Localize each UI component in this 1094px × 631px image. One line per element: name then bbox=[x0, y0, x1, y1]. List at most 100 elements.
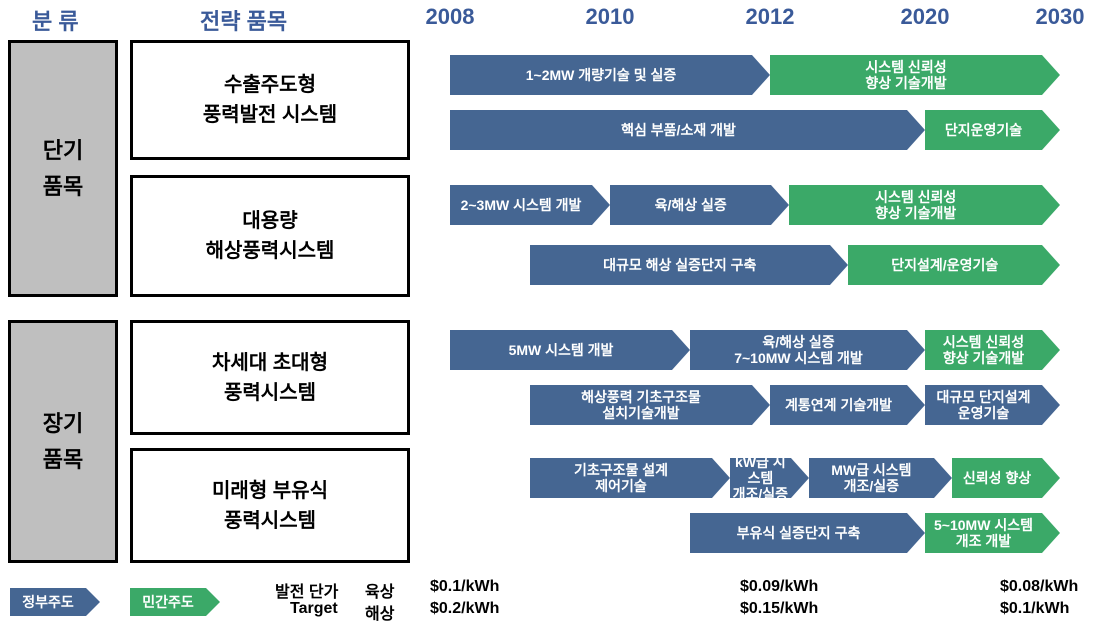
roadmap-arrow-body: kW급 시스템 개조/실증 bbox=[730, 458, 791, 498]
roadmap-arrow-label: 1~2MW 개량기술 및 실증 bbox=[526, 67, 676, 83]
price-cell: $0.2/kWh bbox=[430, 600, 499, 618]
roadmap-arrow: 육/해상 실증 7~10MW 시스템 개발 bbox=[690, 330, 925, 370]
roadmap-arrow-label: 단지운영기술 bbox=[945, 122, 1022, 138]
arrow-head-icon bbox=[1042, 55, 1060, 95]
roadmap-arrow-label: 부유식 실증단지 구축 bbox=[737, 525, 861, 541]
strategy-box: 미래형 부유식 풍력시스템 bbox=[130, 448, 410, 563]
price-cell: $0.08/kWh bbox=[1000, 578, 1078, 596]
arrow-head-icon bbox=[907, 385, 925, 425]
target-row-label: Target bbox=[290, 600, 338, 618]
roadmap-arrow: 시스템 신뢰성 향상 기술개발 bbox=[925, 330, 1060, 370]
roadmap-arrow: 핵심 부품/소재 개발 bbox=[450, 110, 925, 150]
price-row-label: 발전 단가 bbox=[275, 578, 338, 602]
roadmap-arrow-label: 신뢰성 향상 bbox=[963, 470, 1031, 486]
roadmap-arrow: 육/해상 실증 bbox=[610, 185, 789, 225]
roadmap-arrow-body: MW급 시스템 개조/실증 bbox=[809, 458, 934, 498]
legend-arrow-gov: 정부주도 bbox=[10, 588, 100, 616]
roadmap-arrow-label: 시스템 신뢰성 향상 기술개발 bbox=[865, 59, 946, 91]
roadmap-arrow-label: 해상풍력 기초구조물 설치기술개발 bbox=[581, 389, 701, 421]
legend-arrow-body: 민간주도 bbox=[130, 588, 206, 616]
roadmap-arrow: kW급 시스템 개조/실증 bbox=[730, 458, 809, 498]
strategy-box: 수출주도형 풍력발전 시스템 bbox=[130, 40, 410, 160]
arrow-head-icon bbox=[752, 55, 770, 95]
category-label: 단기 품목 bbox=[43, 133, 83, 203]
strategy-label: 대용량 해상풍력시스템 bbox=[206, 206, 335, 266]
roadmap-arrow-label: 기초구조물 설계 제어기술 bbox=[574, 462, 668, 494]
roadmap-arrow: 2~3MW 시스템 개발 bbox=[450, 185, 610, 225]
category-box: 장기 품목 bbox=[8, 320, 118, 563]
roadmap-arrow-body: 시스템 신뢰성 향상 기술개발 bbox=[770, 55, 1042, 95]
roadmap-arrow: 5MW 시스템 개발 bbox=[450, 330, 690, 370]
roadmap-arrow-body: 기초구조물 설계 제어기술 bbox=[530, 458, 712, 498]
arrow-head-icon bbox=[672, 330, 690, 370]
roadmap-arrow-label: kW급 시스템 개조/실증 bbox=[730, 458, 791, 498]
arrow-head-icon bbox=[907, 110, 925, 150]
roadmap-arrow-label: 시스템 신뢰성 향상 기술개발 bbox=[875, 189, 956, 221]
price-cell: $0.09/kWh bbox=[740, 578, 818, 596]
timeline-year: 2030 bbox=[1036, 4, 1085, 30]
category-label: 장기 품목 bbox=[43, 406, 83, 476]
timeline-year: 2010 bbox=[586, 4, 635, 30]
roadmap-arrow-body: 시스템 신뢰성 향상 기술개발 bbox=[789, 185, 1042, 225]
header-category: 분 류 bbox=[32, 4, 79, 36]
roadmap-arrow: 5~10MW 시스템 개조 개발 bbox=[925, 513, 1060, 553]
roadmap-arrow: 해상풍력 기초구조물 설치기술개발 bbox=[530, 385, 770, 425]
roadmap-arrow-body: 5MW 시스템 개발 bbox=[450, 330, 672, 370]
timeline-year: 2020 bbox=[901, 4, 950, 30]
category-box: 단기 품목 bbox=[8, 40, 118, 297]
roadmap-arrow-body: 단지설계/운영기술 bbox=[848, 245, 1043, 285]
timeline-year: 2012 bbox=[746, 4, 795, 30]
price-cell: $0.15/kWh bbox=[740, 600, 818, 618]
roadmap-arrow-label: 대규모 단지설계 운영기술 bbox=[936, 389, 1030, 421]
price-cell: $0.1/kWh bbox=[1000, 600, 1069, 618]
arrow-head-icon bbox=[771, 185, 789, 225]
arrow-head-icon bbox=[791, 458, 809, 498]
strategy-label: 수출주도형 풍력발전 시스템 bbox=[203, 70, 337, 130]
arrow-head-icon bbox=[934, 458, 952, 498]
roadmap-arrow-body: 핵심 부품/소재 개발 bbox=[450, 110, 907, 150]
roadmap-arrow: 단지운영기술 bbox=[925, 110, 1060, 150]
legend-arrow-body: 정부주도 bbox=[10, 588, 86, 616]
roadmap-arrow-body: 시스템 신뢰성 향상 기술개발 bbox=[925, 330, 1042, 370]
strategy-box: 차세대 초대형 풍력시스템 bbox=[130, 320, 410, 435]
roadmap-arrow-label: 2~3MW 시스템 개발 bbox=[461, 197, 582, 213]
roadmap-arrow-label: 육/해상 실증 7~10MW 시스템 개발 bbox=[734, 334, 863, 366]
header-strategy: 전략 품목 bbox=[200, 4, 287, 36]
arrow-head-icon bbox=[1042, 458, 1060, 498]
arrow-head-icon bbox=[907, 330, 925, 370]
roadmap-arrow-body: 단지운영기술 bbox=[925, 110, 1042, 150]
arrow-head-icon bbox=[1042, 110, 1060, 150]
roadmap-arrow-body: 육/해상 실증 7~10MW 시스템 개발 bbox=[690, 330, 907, 370]
price-cell: $0.1/kWh bbox=[430, 578, 499, 596]
roadmap-arrow-body: 부유식 실증단지 구축 bbox=[690, 513, 907, 553]
roadmap-arrow-body: 신뢰성 향상 bbox=[952, 458, 1042, 498]
roadmap-arrow: 기초구조물 설계 제어기술 bbox=[530, 458, 730, 498]
roadmap-arrow-body: 5~10MW 시스템 개조 개발 bbox=[925, 513, 1042, 553]
roadmap-arrow: 대규모 단지설계 운영기술 bbox=[925, 385, 1060, 425]
roadmap-arrow-label: 5MW 시스템 개발 bbox=[509, 342, 614, 358]
arrow-head-icon bbox=[592, 185, 610, 225]
arrow-head-icon bbox=[907, 513, 925, 553]
roadmap-arrow-label: MW급 시스템 개조/실증 bbox=[831, 462, 911, 494]
roadmap-arrow-body: 육/해상 실증 bbox=[610, 185, 771, 225]
roadmap-arrow-label: 시스템 신뢰성 향상 기술개발 bbox=[943, 334, 1024, 366]
arrow-head-icon bbox=[712, 458, 730, 498]
roadmap-arrow: 시스템 신뢰성 향상 기술개발 bbox=[789, 185, 1060, 225]
strategy-label: 차세대 초대형 풍력시스템 bbox=[212, 348, 328, 408]
roadmap-arrow-body: 계통연계 기술개발 bbox=[770, 385, 907, 425]
arrow-head-icon bbox=[1042, 513, 1060, 553]
roadmap-arrow-label: 대규모 해상 실증단지 구축 bbox=[603, 257, 756, 273]
timeline-year: 2008 bbox=[426, 4, 475, 30]
roadmap-arrow-label: 육/해상 실증 bbox=[655, 197, 727, 213]
legend-arrow-label: 정부주도 bbox=[22, 594, 74, 610]
roadmap-arrow-body: 대규모 단지설계 운영기술 bbox=[925, 385, 1042, 425]
land-label: 육상 bbox=[365, 578, 394, 602]
arrow-head-icon bbox=[206, 588, 220, 616]
roadmap-arrow-label: 핵심 부품/소재 개발 bbox=[621, 122, 736, 138]
strategy-label: 미래형 부유식 풍력시스템 bbox=[212, 476, 328, 536]
strategy-box: 대용량 해상풍력시스템 bbox=[130, 175, 410, 297]
roadmap-arrow-label: 5~10MW 시스템 개조 개발 bbox=[934, 517, 1033, 549]
roadmap-arrow-label: 계통연계 기술개발 bbox=[785, 397, 892, 413]
legend-arrow-priv: 민간주도 bbox=[130, 588, 220, 616]
arrow-head-icon bbox=[1042, 330, 1060, 370]
